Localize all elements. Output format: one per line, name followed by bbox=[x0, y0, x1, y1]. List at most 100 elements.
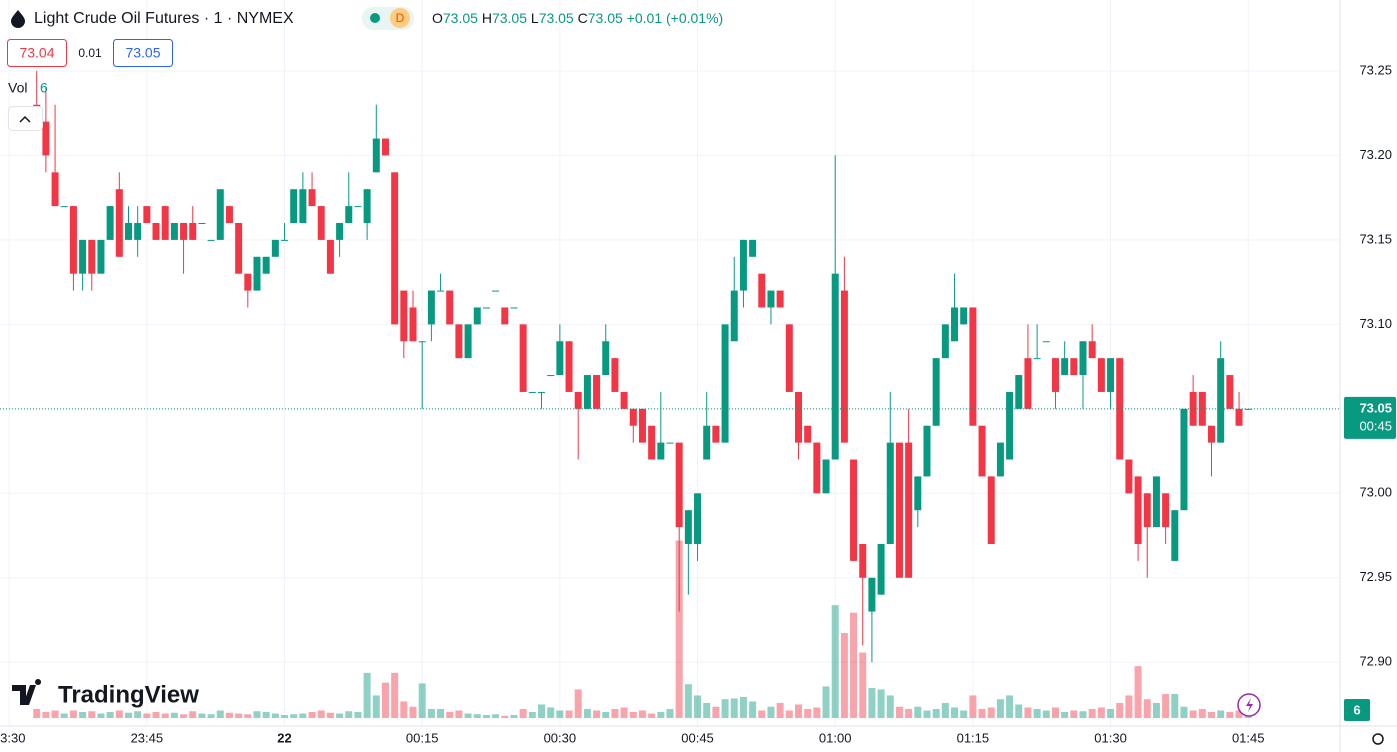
volume-bar bbox=[427, 708, 435, 718]
x-tick-label: 23:45 bbox=[131, 730, 164, 745]
brand: TradingView bbox=[58, 681, 199, 708]
volume-bar bbox=[180, 714, 188, 718]
candle-body bbox=[987, 476, 995, 544]
volume-bar bbox=[42, 711, 50, 718]
bid: 73.04 bbox=[19, 45, 54, 61]
volume-bar bbox=[574, 689, 582, 718]
volume-bar bbox=[326, 712, 334, 718]
volume-bar bbox=[528, 711, 536, 718]
volume-label-bg bbox=[1344, 699, 1370, 721]
candle-body bbox=[629, 408, 637, 426]
candle-body bbox=[281, 239, 289, 241]
volume-bar bbox=[593, 710, 601, 718]
volume-bar bbox=[1152, 702, 1160, 718]
volume-bar bbox=[776, 702, 784, 718]
candle-body bbox=[941, 324, 949, 359]
volume-bar bbox=[996, 699, 1004, 718]
candle-body bbox=[482, 307, 490, 309]
volume-bar bbox=[418, 683, 426, 718]
volume-bar bbox=[363, 672, 371, 718]
volume-bar bbox=[694, 695, 702, 718]
volume-bar bbox=[97, 713, 105, 718]
volume-bar bbox=[216, 710, 224, 718]
volume-bar bbox=[317, 710, 325, 718]
volume-bar bbox=[446, 711, 454, 718]
candle-body bbox=[409, 307, 417, 342]
x-tick-label: 00:30 bbox=[544, 730, 577, 745]
candle-body bbox=[1033, 358, 1041, 360]
status-dot bbox=[370, 13, 380, 23]
volume-bar bbox=[519, 708, 527, 718]
ask-box[interactable] bbox=[113, 39, 173, 67]
candle-body bbox=[813, 442, 821, 494]
settings-button[interactable] bbox=[1372, 733, 1384, 745]
y-tick-label: 73.25 bbox=[1359, 62, 1392, 77]
candle-body bbox=[914, 476, 922, 511]
candle-body bbox=[317, 206, 325, 240]
status-badge-bg bbox=[390, 8, 410, 28]
volume-bar bbox=[785, 710, 793, 718]
volume-bar bbox=[868, 687, 876, 718]
candle-body bbox=[345, 206, 353, 224]
x-tick-label: 22 bbox=[277, 730, 291, 745]
volume-bar bbox=[336, 713, 344, 718]
volume-bar bbox=[79, 711, 87, 718]
candle-body bbox=[60, 206, 68, 208]
candle-body bbox=[1143, 493, 1151, 528]
volume-bar bbox=[225, 712, 233, 718]
volume-bar bbox=[391, 672, 399, 718]
change: +0.01 (+0.01%) bbox=[627, 10, 724, 26]
volume-bar bbox=[556, 710, 564, 718]
candle-body bbox=[455, 324, 463, 359]
volume-bar bbox=[482, 714, 490, 718]
candle-body bbox=[1024, 358, 1032, 409]
candle-body bbox=[776, 290, 784, 308]
volume-bar bbox=[813, 707, 821, 718]
volume-bar bbox=[1097, 707, 1105, 718]
volume-bar bbox=[134, 711, 142, 718]
volume-bar bbox=[730, 698, 738, 718]
candle-body bbox=[143, 206, 151, 224]
x-tick-label: 01:30 bbox=[1094, 730, 1127, 745]
candle-body bbox=[593, 375, 601, 409]
candle-body bbox=[161, 206, 169, 240]
volume-bar bbox=[473, 714, 481, 718]
volume-bar bbox=[850, 612, 858, 718]
volume-bar bbox=[115, 710, 123, 718]
volume-bar bbox=[1171, 693, 1179, 718]
y-tick-label: 73.20 bbox=[1359, 147, 1392, 162]
candle-body bbox=[721, 324, 729, 443]
candle-body bbox=[923, 425, 931, 477]
bid-box[interactable] bbox=[7, 39, 67, 67]
candle-body bbox=[198, 223, 206, 225]
candle-body bbox=[657, 442, 665, 460]
candle-body bbox=[134, 223, 142, 240]
candle-body bbox=[1042, 341, 1050, 343]
candle-body bbox=[473, 307, 481, 325]
volume-bar bbox=[638, 710, 646, 718]
volume-bar bbox=[1189, 710, 1197, 718]
ohlc-label: C bbox=[578, 10, 588, 26]
symbol-title[interactable]: Light Crude Oil Futures · 1 · NYMEX bbox=[34, 10, 294, 27]
symbol-icon bbox=[11, 10, 25, 28]
volume-bar bbox=[1180, 706, 1188, 718]
candle-body bbox=[583, 375, 591, 409]
volume-bar bbox=[886, 695, 894, 718]
candle-body bbox=[1079, 341, 1087, 376]
volume-bar bbox=[299, 713, 307, 718]
volume-bar bbox=[859, 652, 867, 718]
volume-bar bbox=[1162, 693, 1170, 718]
volume-bar bbox=[400, 701, 408, 718]
volume-bar bbox=[611, 708, 619, 718]
candle-body bbox=[951, 307, 959, 342]
candle-body bbox=[391, 172, 399, 325]
volume-bar bbox=[372, 695, 380, 718]
volume-bar bbox=[1116, 702, 1124, 718]
candle-body bbox=[694, 493, 702, 544]
candle-body bbox=[528, 391, 536, 393]
collapse-icon bbox=[19, 115, 31, 123]
volume-bar bbox=[290, 714, 298, 718]
volume-bar bbox=[914, 706, 922, 718]
volume-bar bbox=[684, 684, 692, 718]
